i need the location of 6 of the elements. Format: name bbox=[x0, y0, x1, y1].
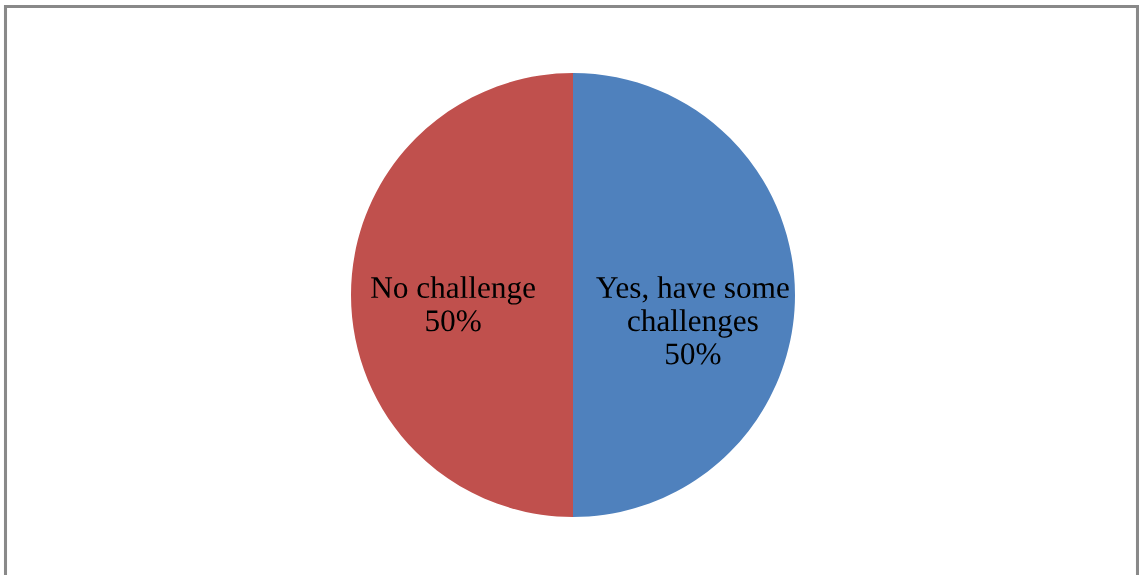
data-label: 50% bbox=[666, 343, 721, 365]
slice-label: No challenge bbox=[371, 276, 535, 305]
data-label: 50% bbox=[426, 310, 481, 332]
pie-slice bbox=[573, 73, 795, 517]
pie-slice bbox=[351, 73, 573, 517]
slice-label: Yes, have some challenges bbox=[596, 276, 789, 338]
